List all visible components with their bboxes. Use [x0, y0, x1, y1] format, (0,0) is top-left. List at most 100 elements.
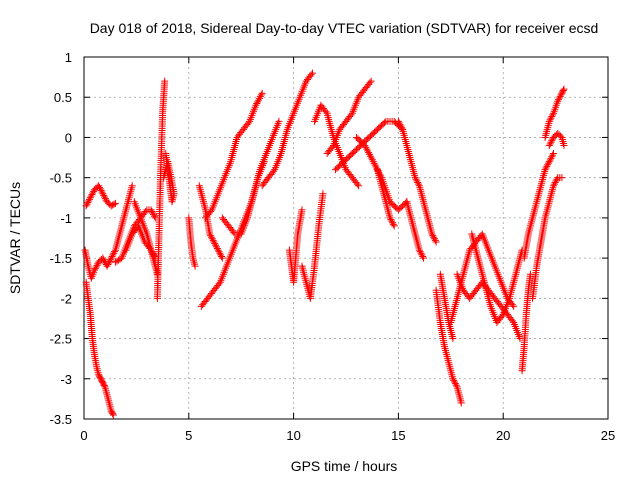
- data-point: [253, 100, 261, 108]
- data-point: [365, 149, 373, 157]
- data-point: [100, 191, 108, 199]
- chart-title: Day 018 of 2018, Sidereal Day-to-day VTE…: [90, 20, 599, 36]
- data-point: [364, 147, 372, 155]
- gridlines: [84, 57, 608, 419]
- axis-ticks: [83, 56, 609, 420]
- data-point: [386, 214, 394, 222]
- data-point: [542, 164, 550, 172]
- x-tick-label: 0: [80, 428, 87, 443]
- data-point: [554, 97, 562, 105]
- data-point: [549, 111, 557, 119]
- data-point: [546, 140, 554, 148]
- data-point: [370, 159, 378, 167]
- data-point: [526, 270, 534, 278]
- data-point: [87, 192, 95, 200]
- data-point: [110, 249, 118, 257]
- data-point: [307, 71, 315, 79]
- data-point: [449, 335, 457, 343]
- y-tick-label: -2: [60, 291, 72, 306]
- data-point: [417, 249, 425, 257]
- data-point: [308, 69, 316, 77]
- data-point: [100, 256, 108, 264]
- data-point: [96, 183, 104, 191]
- y-tick-label: -2.5: [50, 332, 72, 347]
- data-point: [255, 96, 263, 104]
- data-point: [498, 312, 506, 320]
- data-point: [560, 85, 568, 93]
- data-point: [368, 156, 376, 164]
- data-point: [258, 89, 266, 97]
- x-tick-label: 5: [185, 428, 192, 443]
- data-point: [548, 137, 556, 145]
- data-point: [452, 381, 460, 389]
- data-point: [508, 317, 516, 325]
- data-point: [214, 246, 222, 254]
- data-point: [547, 154, 555, 162]
- data-point: [396, 121, 404, 129]
- data-point: [128, 182, 136, 190]
- y-tick-label: -1.5: [50, 251, 72, 266]
- data-point: [206, 230, 214, 238]
- data-point: [93, 261, 101, 269]
- data-point: [415, 246, 423, 254]
- data-point: [101, 195, 109, 203]
- data-point: [362, 143, 370, 151]
- data-point: [553, 175, 561, 183]
- data-point: [347, 111, 355, 119]
- data-point: [109, 410, 117, 418]
- data-point: [269, 167, 277, 175]
- y-tick-labels: -3.5 -3 -2.5 -2 -1.5 -1 -0.5 0 0.5 1: [50, 50, 72, 427]
- data-point: [90, 266, 98, 274]
- data-point: [96, 185, 104, 193]
- data-point: [390, 222, 398, 230]
- data-point: [366, 152, 374, 160]
- data-point: [371, 161, 379, 169]
- data-point: [212, 243, 220, 251]
- data-point: [99, 190, 107, 198]
- data-point: [432, 238, 440, 246]
- data-point: [109, 411, 117, 419]
- data-point: [111, 248, 119, 256]
- data-point: [547, 114, 555, 122]
- data-point: [148, 207, 156, 215]
- data-point: [552, 177, 560, 185]
- data-point: [217, 253, 225, 261]
- data-point: [516, 335, 524, 343]
- data-point: [428, 230, 436, 238]
- data-point: [104, 261, 112, 269]
- data-point: [97, 187, 105, 195]
- data-point: [89, 189, 97, 197]
- data-point: [86, 194, 94, 202]
- data-point: [559, 87, 567, 95]
- data-point: [411, 174, 419, 182]
- data-point: [212, 241, 220, 249]
- data-point: [560, 141, 568, 149]
- data-point: [105, 259, 113, 267]
- data-point: [546, 156, 554, 164]
- data-point: [367, 77, 375, 85]
- data-point: [430, 233, 438, 241]
- data-point: [150, 212, 158, 220]
- data-point: [161, 77, 169, 85]
- data-point: [369, 158, 377, 166]
- data-point: [255, 94, 263, 102]
- data-point: [218, 254, 226, 262]
- data-point: [252, 101, 260, 109]
- data-point: [160, 174, 168, 182]
- y-tick-label: 0.5: [54, 90, 72, 105]
- x-tick-label: 20: [496, 428, 510, 443]
- data-point: [84, 199, 92, 207]
- data-point: [545, 158, 553, 166]
- data-point: [366, 150, 374, 158]
- y-tick-label: -1: [60, 211, 72, 226]
- data-point: [457, 399, 465, 407]
- data-point: [83, 200, 91, 208]
- y-tick-label: -3.5: [50, 412, 72, 427]
- data-point: [550, 182, 558, 190]
- data-point: [98, 188, 106, 196]
- data-point: [99, 254, 107, 262]
- data-point: [208, 235, 216, 243]
- data-point: [389, 219, 397, 227]
- data-point: [109, 251, 117, 259]
- y-tick-label: 1: [65, 50, 72, 65]
